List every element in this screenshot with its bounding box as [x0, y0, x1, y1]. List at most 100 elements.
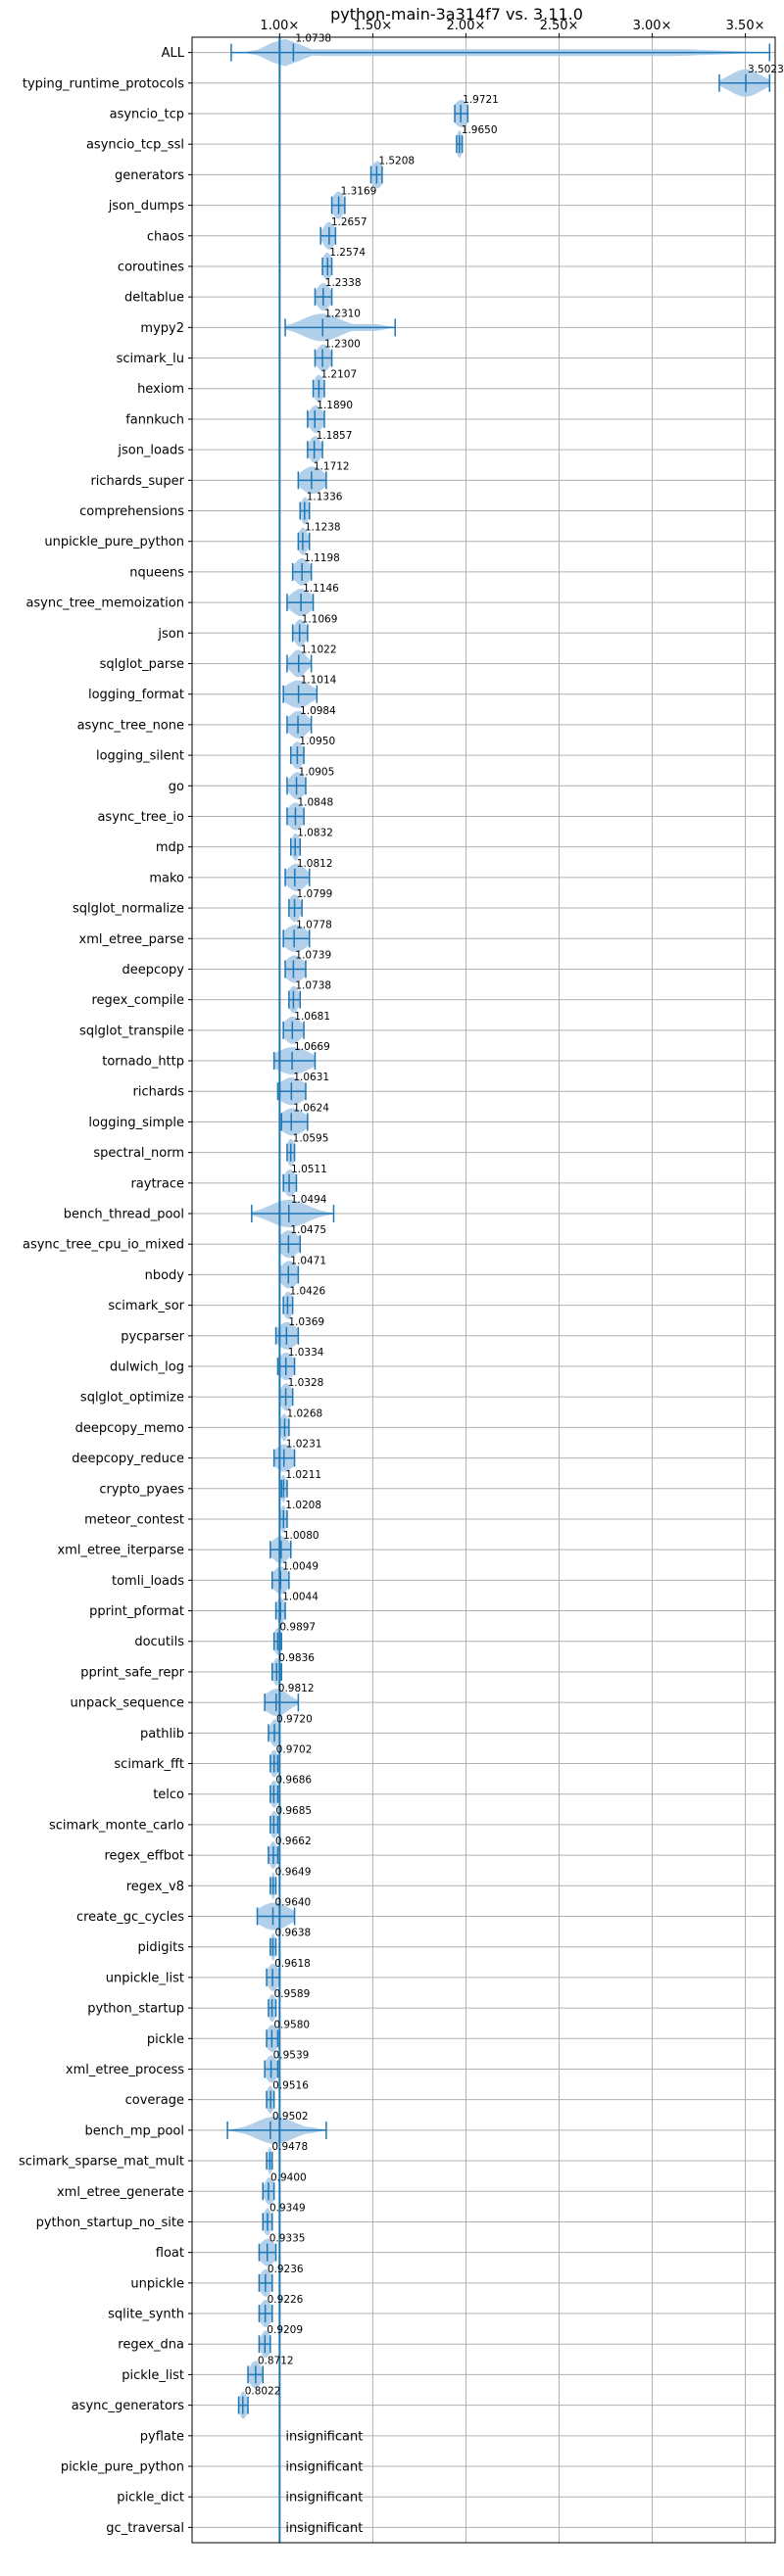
median-value-label: 1.0738 [295, 33, 331, 45]
benchmark-name-label: meteor_contest [84, 1512, 184, 1527]
benchmark-name-label: pyflate [140, 2429, 184, 2444]
benchmark-name-label: pickle [147, 2032, 184, 2047]
benchmark-name-label: regex_dna [118, 2338, 184, 2353]
median-value-label: 1.0080 [283, 1530, 319, 1542]
median-value-label: 1.1014 [301, 675, 337, 687]
insignificant-label: insignificant [285, 2491, 363, 2505]
benchmark-name-label: gc_traversal [106, 2521, 184, 2536]
x-tick-label: 1.50× [353, 19, 392, 33]
benchmark-name-label: python_startup [87, 2002, 184, 2017]
median-value-label: 0.9478 [271, 2141, 308, 2153]
median-value-label: 1.0475 [290, 1224, 326, 1236]
median-value-label: 1.2310 [324, 308, 361, 319]
benchmark-name-label: logging_silent [96, 749, 184, 764]
median-value-label: 1.0208 [285, 1500, 321, 1511]
median-value-label: 0.9516 [272, 2080, 309, 2092]
median-value-label: 0.9580 [273, 2019, 310, 2030]
benchmark-name-label: unpack_sequence [70, 1696, 184, 1711]
median-value-label: 1.0738 [295, 980, 331, 992]
benchmark-name-label: chaos [147, 229, 184, 244]
benchmark-name-label: async_tree_none [77, 718, 184, 733]
median-value-label: 1.0328 [288, 1377, 324, 1389]
benchmark-name-label: async_tree_cpu_io_mixed [23, 1238, 184, 1253]
benchmark-name-label: sqlite_synth [108, 2308, 184, 2322]
benchmark-name-label: scimark_fft [114, 1757, 184, 1772]
benchmark-name-label: spectral_norm [93, 1146, 184, 1161]
median-value-label: 1.1712 [314, 460, 350, 472]
benchmark-name-label: regex_v8 [126, 1880, 184, 1894]
median-value-label: 1.1069 [302, 613, 338, 625]
median-value-label: 1.0044 [282, 1592, 318, 1603]
median-value-label: 1.2300 [324, 339, 361, 351]
median-value-label: 0.9686 [275, 1775, 312, 1787]
median-value-label: 1.1146 [303, 583, 339, 595]
benchmark-name-label: bench_mp_pool [84, 2123, 184, 2138]
median-value-label: 0.8712 [258, 2355, 294, 2366]
chart-title: python-main-3a314f7 vs. 3.11.0 [330, 5, 583, 24]
median-value-label: 1.0334 [288, 1347, 324, 1359]
insignificant-label: insignificant [285, 2460, 363, 2475]
median-value-label: 0.9226 [268, 2294, 304, 2306]
median-value-label: 1.0950 [299, 736, 335, 747]
benchmark-name-label: nqueens [129, 565, 184, 580]
median-value-label: 1.1336 [307, 492, 343, 503]
benchmark-name-label: raytrace [130, 1176, 184, 1191]
median-value-label: 1.9650 [462, 124, 498, 136]
benchmark-name-label: pycparser [121, 1329, 184, 1344]
grid-layer [188, 33, 775, 2543]
median-value-label: 0.9649 [275, 1866, 312, 1878]
median-value-label: 0.9502 [272, 2111, 309, 2123]
benchmark-name-label: scimark_sor [108, 1299, 184, 1313]
benchmark-name-label: scimark_monte_carlo [49, 1818, 184, 1833]
median-value-label: 1.0832 [297, 828, 333, 839]
median-value-label: 1.0681 [294, 1011, 330, 1023]
median-value-label: 0.9702 [276, 1744, 313, 1756]
median-value-label: 1.0848 [297, 796, 333, 808]
benchmark-name-label: sqlglot_parse [100, 657, 184, 672]
benchmark-name-label: create_gc_cycles [76, 1910, 184, 1925]
benchmark-name-label: bench_thread_pool [64, 1208, 184, 1222]
median-value-label: 1.1890 [317, 400, 353, 411]
benchmark-name-label: sqlglot_normalize [73, 902, 184, 917]
benchmark-name-label: scimark_lu [117, 352, 184, 366]
median-value-label: 1.0799 [297, 888, 333, 900]
labels-layer: 1.00× 1.50× 2.00× 2.50× 3.00× 3.50× ALL 1.0738 t… [19, 19, 784, 2536]
median-value-label: 0.9618 [274, 1958, 311, 1970]
median-value-label: 0.9685 [275, 1805, 312, 1817]
insignificant-label: insignificant [285, 2521, 363, 2536]
benchmark-name-label: pprint_pformat [89, 1604, 184, 1619]
benchmark-name-label: ALL [162, 46, 185, 61]
benchmark-name-label: json [157, 627, 184, 642]
median-value-label: 1.0231 [286, 1439, 322, 1451]
benchmark-name-label: async_tree_io [97, 810, 184, 825]
median-value-label: 1.3169 [341, 186, 377, 198]
benchmark-name-label: json_dumps [108, 199, 184, 214]
benchmark-name-label: unpickle_list [106, 1971, 184, 1985]
benchmark-name-label: go [169, 780, 184, 794]
benchmark-name-label: pprint_safe_repr [80, 1665, 184, 1680]
benchmark-name-label: deepcopy [122, 963, 184, 978]
benchmark-name-label: coverage [125, 2093, 184, 2108]
benchmark-name-label: scimark_sparse_mat_mult [19, 2155, 184, 2170]
median-value-label: 1.0049 [282, 1560, 318, 1572]
median-value-label: 0.9589 [274, 1988, 311, 2000]
x-tick-label: 1.00× [260, 19, 299, 33]
plot-frame [191, 36, 776, 2544]
median-value-label: 1.0778 [296, 919, 332, 930]
median-value-label: 1.0595 [293, 1133, 329, 1145]
benchmark-name-label: typing_runtime_protocols [23, 76, 184, 91]
median-value-label: 1.2657 [331, 216, 368, 228]
benchmark-name-label: json_loads [117, 444, 184, 458]
benchmark-name-label: xml_etree_parse [79, 932, 184, 947]
benchmark-name-label: deepcopy_reduce [72, 1452, 184, 1466]
benchmark-name-label: pickle_pure_python [61, 2460, 184, 2475]
benchmark-name-label: asyncio_tcp [110, 107, 184, 121]
insignificant-label: insignificant [285, 2429, 363, 2444]
benchmark-name-label: mako [149, 871, 184, 885]
benchmark-name-label: coroutines [118, 260, 184, 274]
median-value-label: 1.0494 [291, 1194, 327, 1206]
median-value-label: 1.1198 [304, 552, 340, 564]
median-value-label: 1.5208 [378, 155, 415, 167]
benchmark-name-label: unpickle [130, 2276, 184, 2291]
